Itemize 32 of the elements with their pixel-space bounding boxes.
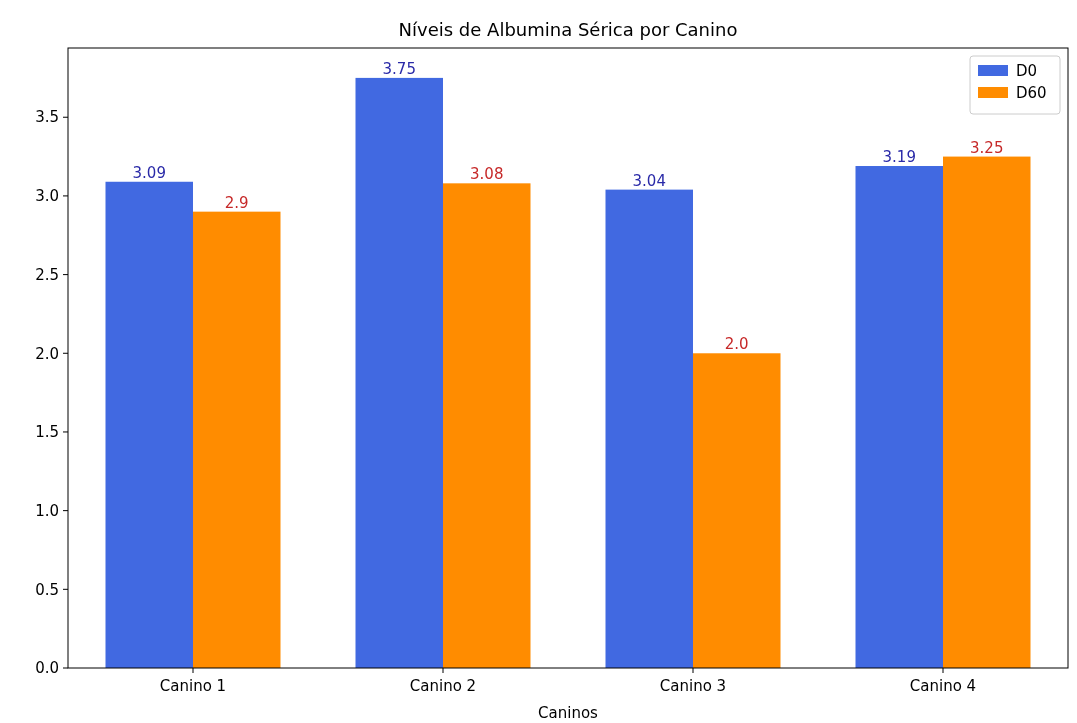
bar [693, 353, 781, 668]
y-tick-label: 3.5 [35, 108, 59, 127]
bar [193, 211, 281, 668]
legend-label: D0 [1016, 62, 1038, 81]
y-tick-label: 1.5 [35, 423, 59, 442]
x-axis-title: Caninos [538, 704, 599, 722]
x-tick-label: Canino 3 [659, 677, 727, 695]
bar [943, 156, 1031, 668]
y-tick-label: 2.5 [35, 265, 59, 284]
x-tick-label: Canino 1 [159, 677, 227, 695]
y-tick-label: 1.0 [35, 501, 59, 520]
data-label: 2.9 [224, 193, 249, 212]
y-tick-label: 0.5 [35, 580, 59, 599]
data-label: 3.08 [470, 165, 504, 184]
bar [355, 77, 443, 668]
x-tick-label: Canino 2 [409, 677, 477, 695]
y-tick-label: 0.0 [35, 659, 59, 678]
data-label: 3.25 [970, 138, 1004, 157]
bar [105, 181, 193, 668]
bar [855, 166, 943, 668]
bar [605, 189, 693, 668]
data-label: 3.04 [632, 171, 666, 190]
data-label: 3.09 [132, 163, 166, 182]
legend-label: D60 [1016, 84, 1047, 103]
bar [443, 183, 531, 668]
y-tick-label: 3.0 [35, 187, 59, 206]
y-tick-label: 2.0 [35, 344, 59, 363]
chart-title: Níveis de Albumina Sérica por Canino [398, 19, 738, 40]
x-tick-label: Canino 4 [909, 677, 977, 695]
data-label: 3.75 [382, 59, 416, 78]
data-label: 3.19 [882, 148, 916, 167]
data-label: 2.0 [724, 335, 749, 354]
